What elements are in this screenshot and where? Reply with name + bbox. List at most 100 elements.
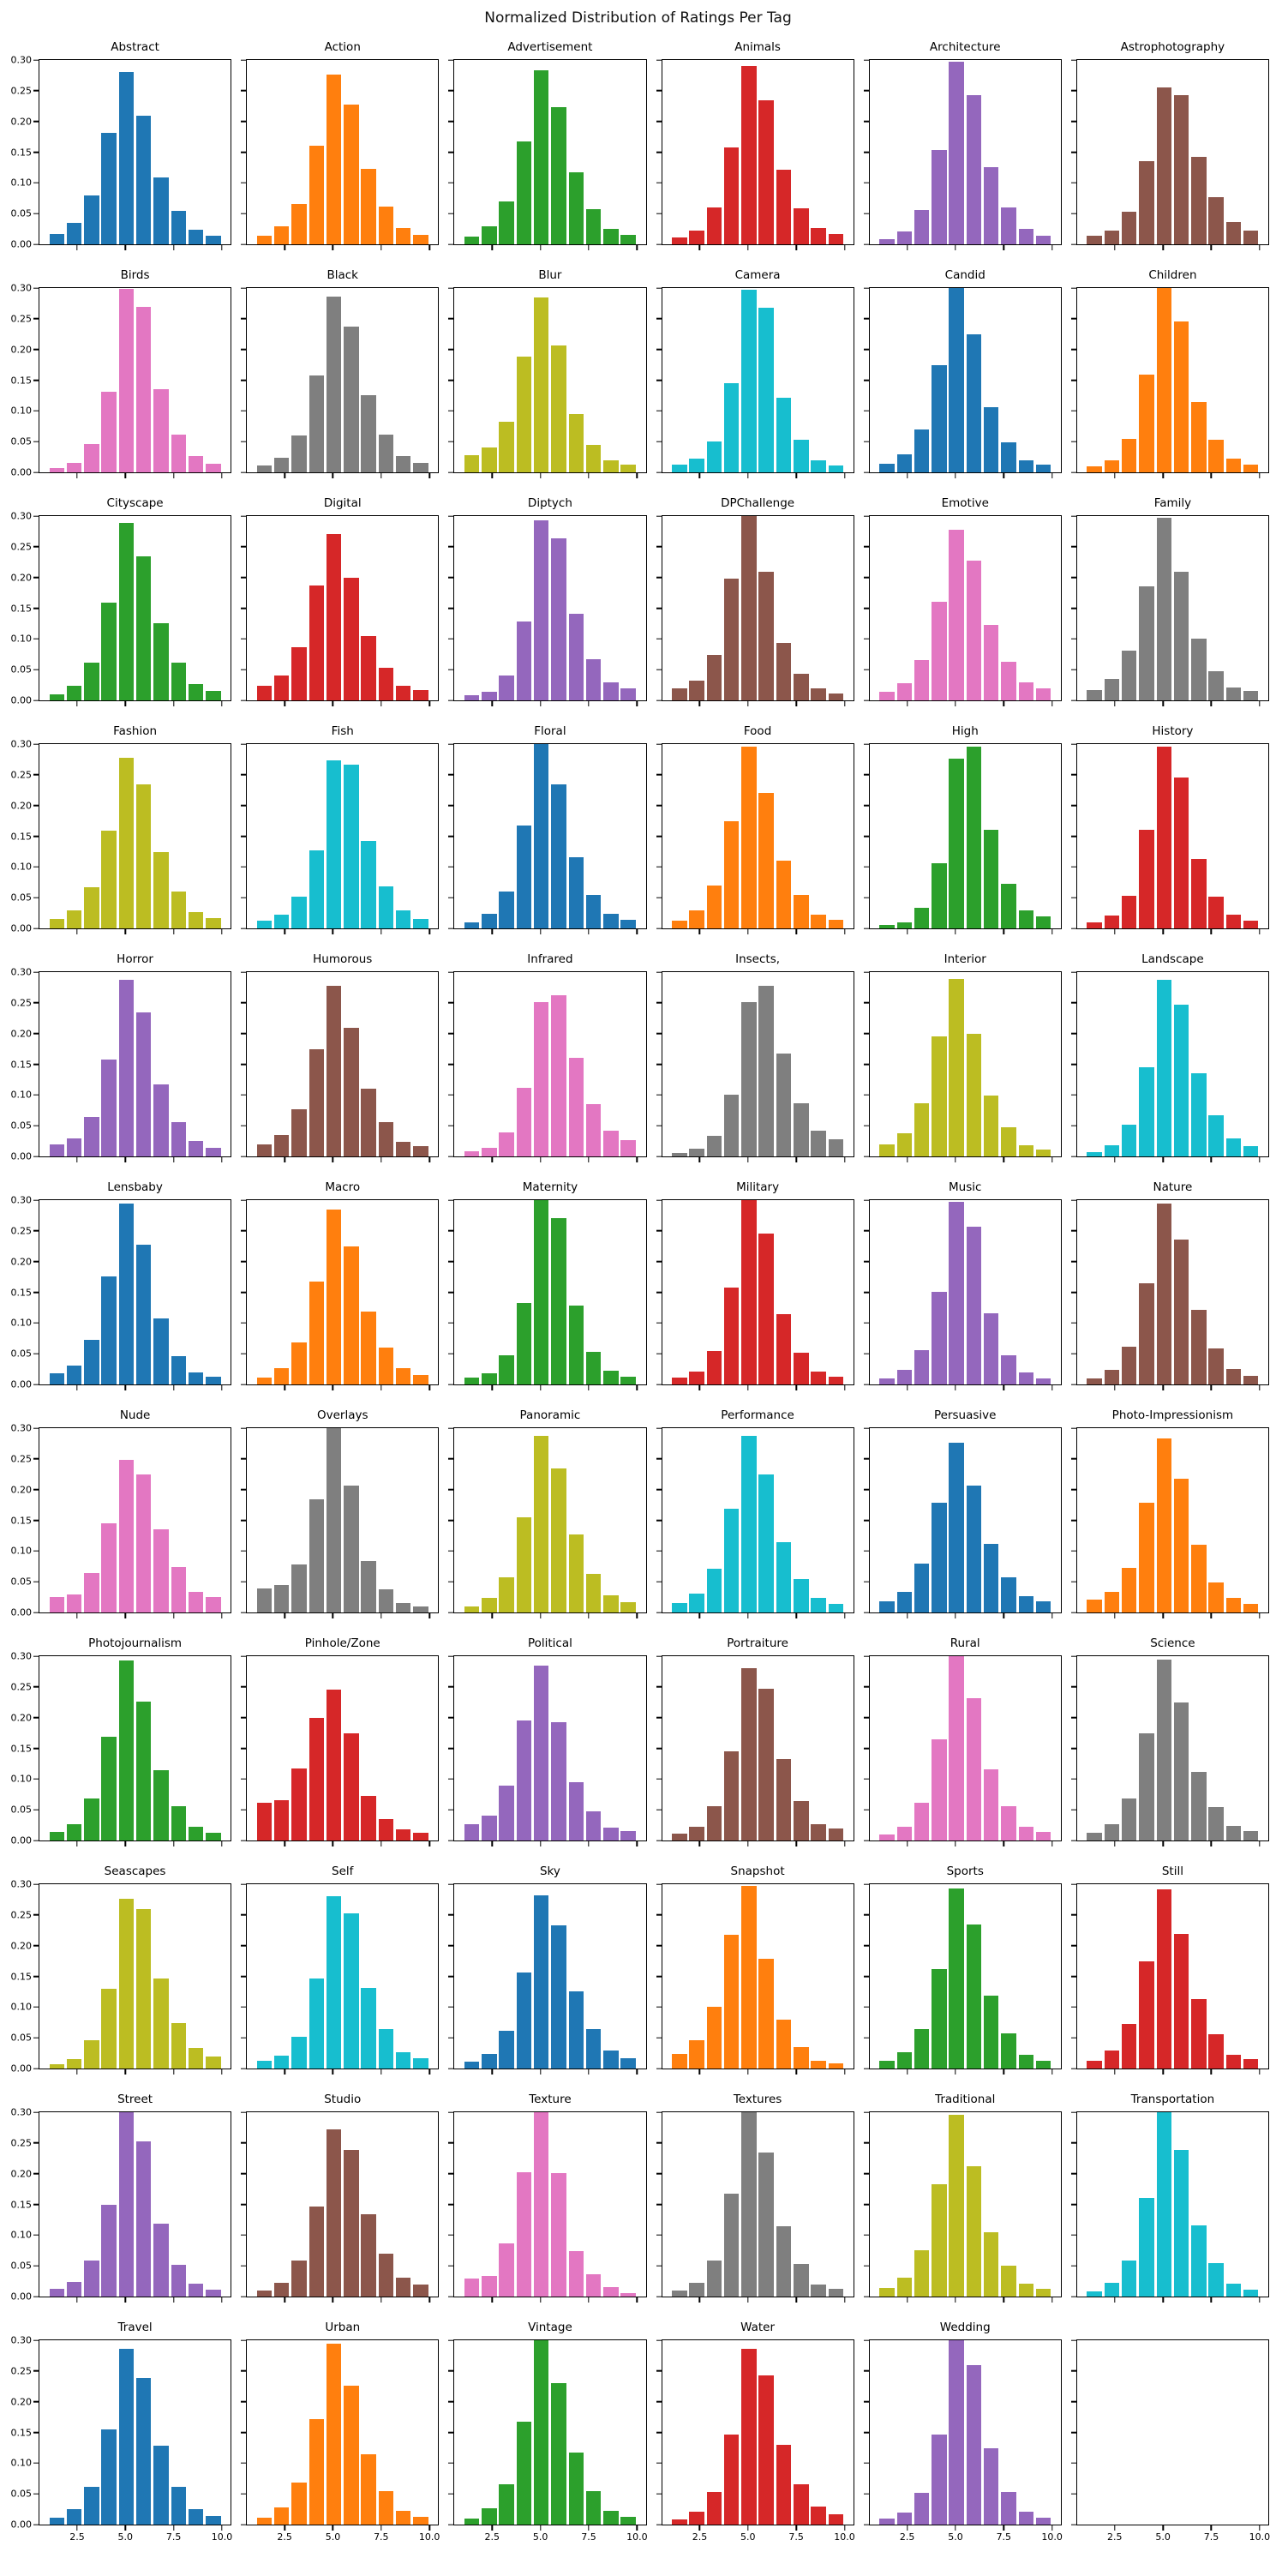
x-tick-mark bbox=[1051, 701, 1053, 706]
subplot-title: Self bbox=[332, 1864, 354, 1878]
subplot-title: Birds bbox=[120, 268, 150, 282]
histogram-bar bbox=[914, 2492, 930, 2525]
histogram-bar bbox=[723, 1287, 740, 1384]
y-tick-mark bbox=[241, 804, 247, 807]
y-tick-label: 0.20 bbox=[10, 2396, 33, 2408]
histogram-bar bbox=[118, 1899, 135, 2069]
y-tick-mark bbox=[241, 90, 247, 92]
y-tick-mark bbox=[1070, 379, 1076, 381]
y-tick-mark bbox=[1070, 1002, 1076, 1004]
histogram-bar bbox=[84, 1339, 99, 1384]
histogram-bar bbox=[188, 456, 204, 472]
histogram-bar bbox=[966, 94, 982, 244]
y-tick-mark bbox=[241, 1488, 247, 1491]
y-tick-mark bbox=[448, 287, 454, 289]
x-tick-mark bbox=[1162, 1841, 1164, 1846]
histogram-bar bbox=[811, 460, 826, 472]
histogram-bar bbox=[1191, 401, 1207, 472]
y-tick-mark bbox=[33, 2524, 39, 2525]
y-tick-mark bbox=[241, 2339, 247, 2341]
histogram-bar bbox=[309, 1048, 325, 1156]
x-tick-mark bbox=[491, 2069, 493, 2075]
y-tick-label: 0.20 bbox=[10, 572, 33, 584]
histogram-bar bbox=[413, 1145, 428, 1156]
histogram-bar bbox=[776, 169, 792, 244]
x-tick-mark bbox=[588, 1157, 590, 1162]
axes-frame bbox=[448, 1655, 647, 1846]
y-tick-mark bbox=[1070, 1975, 1076, 1978]
x-tick-mark bbox=[221, 929, 223, 934]
histogram-bar bbox=[499, 2031, 514, 2069]
y-tick-mark bbox=[1070, 2234, 1076, 2237]
subplot-cell: Seascapes 0.00 0.05 0.10 0.15 0.20 0.25 0.30 bbox=[11, 1861, 232, 2089]
y-tick-mark bbox=[863, 2493, 869, 2495]
x-tick-mark bbox=[955, 245, 956, 250]
y-tick-mark bbox=[863, 774, 869, 776]
histogram-bar bbox=[741, 290, 757, 472]
histogram-bar bbox=[256, 920, 273, 928]
histogram-bar bbox=[516, 621, 532, 700]
x-tick-mark bbox=[636, 1613, 638, 1618]
histogram-bar bbox=[1225, 1369, 1242, 1384]
axes-frame bbox=[241, 515, 440, 706]
subplot-cell: Military bbox=[656, 1177, 854, 1405]
histogram-bar bbox=[135, 1702, 152, 1840]
y-tick-mark bbox=[33, 2006, 39, 2009]
x-tick-mark bbox=[1051, 1613, 1053, 1618]
histogram-bar bbox=[135, 306, 152, 472]
histogram-bar bbox=[482, 2275, 497, 2297]
y-tick-label: 0.05 bbox=[10, 2032, 33, 2044]
histogram-bar bbox=[585, 2274, 602, 2297]
y-tick-mark bbox=[656, 318, 662, 320]
x-tick-mark bbox=[1162, 2297, 1164, 2303]
histogram-bar bbox=[396, 456, 411, 472]
histogram-bar bbox=[291, 2036, 307, 2069]
x-tick-mark bbox=[428, 929, 430, 934]
histogram-bar bbox=[361, 395, 376, 472]
histogram-bar bbox=[568, 613, 584, 700]
x-tick-mark bbox=[539, 701, 542, 706]
histogram-bar bbox=[291, 435, 307, 472]
y-tick-mark bbox=[448, 1230, 454, 1232]
histogram-bar bbox=[1001, 2033, 1016, 2069]
histogram-bar bbox=[534, 2340, 549, 2525]
histogram-bar bbox=[153, 2446, 169, 2525]
y-tick-mark bbox=[1070, 774, 1076, 776]
subplot-cell: Fish bbox=[241, 721, 440, 949]
histogram-bar bbox=[1087, 689, 1102, 700]
histogram-bar bbox=[723, 1095, 740, 1156]
histogram-bar bbox=[1087, 1833, 1102, 1840]
y-tick-mark bbox=[33, 2068, 39, 2069]
x-tick-mark bbox=[795, 1613, 797, 1618]
x-tick-mark bbox=[76, 701, 78, 706]
histogram-bar bbox=[983, 830, 999, 928]
histogram-bar bbox=[171, 662, 186, 700]
x-tick-mark bbox=[955, 473, 956, 478]
histogram-bar bbox=[568, 1781, 584, 1840]
histogram-bar bbox=[879, 925, 895, 928]
histogram-bar bbox=[256, 465, 273, 472]
y-tick-mark bbox=[33, 1519, 39, 1522]
histogram-bar bbox=[896, 1591, 912, 1612]
y-tick-mark bbox=[656, 1230, 662, 1232]
histogram-bar bbox=[378, 886, 394, 928]
histogram-bar bbox=[1225, 1825, 1242, 1840]
histogram-bar bbox=[206, 1376, 221, 1384]
histogram-bar bbox=[274, 1800, 290, 1840]
histogram-bar bbox=[396, 1602, 411, 1612]
histogram-bar bbox=[1104, 1369, 1120, 1384]
y-tick-mark bbox=[241, 2006, 247, 2009]
subplot-title: Lensbaby bbox=[107, 1180, 163, 1194]
y-tick-mark bbox=[1070, 2037, 1076, 2039]
histogram-bar bbox=[603, 229, 619, 244]
y-tick-mark bbox=[33, 1199, 39, 1201]
x-tick-mark bbox=[906, 1841, 908, 1846]
histogram-bar bbox=[413, 1606, 428, 1612]
histogram-bar bbox=[49, 1144, 64, 1156]
histogram-bar bbox=[171, 2487, 186, 2525]
histogram-bar bbox=[741, 1668, 757, 1840]
axes-frame bbox=[863, 1199, 1062, 1390]
histogram-bar bbox=[932, 2183, 947, 2297]
y-tick-mark bbox=[448, 471, 454, 473]
x-tick-label: 5.0 bbox=[1155, 2531, 1171, 2543]
